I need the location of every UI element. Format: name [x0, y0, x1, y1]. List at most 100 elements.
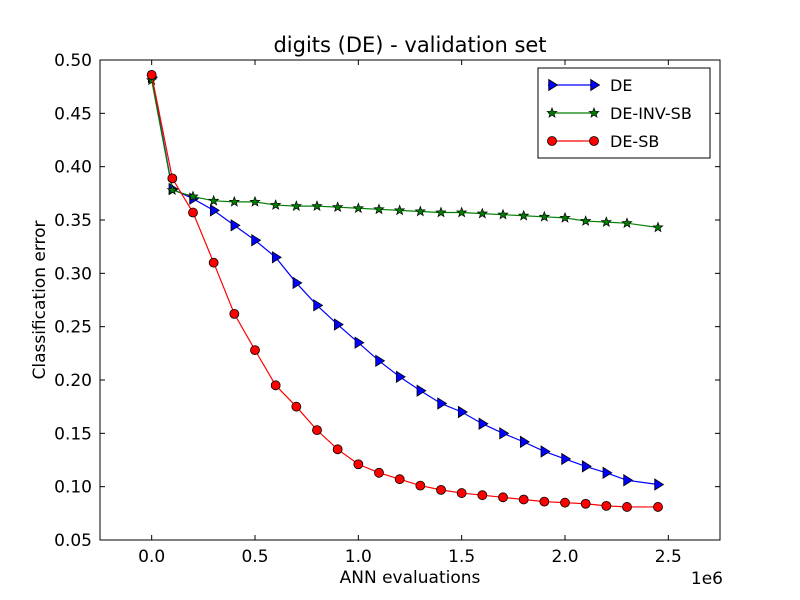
data-point-de: [457, 405, 468, 419]
data-point-de-inv-sb: [269, 199, 282, 210]
data-point-de-inv-sb: [600, 216, 613, 227]
y-tick-label: 0.40: [54, 158, 92, 178]
data-point-de: [271, 251, 282, 264]
y-tick-label: 0.35: [54, 211, 92, 231]
x-tick-label: 1.5: [448, 547, 475, 567]
y-tick-label: 0.25: [54, 318, 92, 338]
data-point-de-sb: [580, 498, 591, 509]
data-point-de-inv-sb: [652, 221, 664, 233]
data-point-de-sb: [394, 474, 405, 485]
data-point-de-sb: [518, 494, 529, 505]
data-point-de: [333, 318, 344, 331]
chart-title: digits (DE) - validation set: [273, 33, 546, 57]
data-point-de: [230, 219, 241, 232]
data-point-de-sb: [312, 425, 322, 436]
data-point-de-sb: [560, 497, 570, 508]
x-tick-label: 1.0: [345, 547, 372, 567]
x-tick-label: 0.0: [138, 547, 165, 567]
data-point-de: [623, 474, 634, 487]
data-point-de: [478, 417, 489, 430]
data-point-de: [654, 478, 665, 491]
data-point-de-sb: [270, 380, 281, 391]
data-point-de-inv-sb: [311, 200, 323, 211]
x-tick-label: 2.0: [551, 547, 578, 567]
legend-marker-de-inv-sb: [588, 106, 600, 118]
data-point-de-sb: [498, 492, 508, 503]
data-point-de-sb: [539, 496, 550, 507]
data-point-de-inv-sb: [579, 215, 592, 226]
data-point-de: [375, 354, 386, 368]
series-de: [147, 70, 665, 491]
x-tick-label: 0.5: [241, 547, 268, 567]
data-point-de-inv-sb: [414, 205, 427, 217]
data-point-de-inv-sb: [290, 200, 303, 211]
data-point-de: [437, 397, 448, 410]
data-point-de-inv-sb: [476, 207, 489, 219]
data-point-de-inv-sb: [187, 190, 199, 202]
data-point-de-sb: [146, 70, 157, 80]
y-tick-label: 0.15: [54, 424, 92, 444]
data-point-de-inv-sb: [497, 208, 509, 220]
data-point-de: [416, 384, 427, 397]
data-point-de-sb: [415, 480, 426, 491]
data-point-de: [313, 299, 324, 312]
data-point-de-inv-sb: [517, 209, 530, 221]
x-axis-multiplier: 1e6: [691, 569, 723, 589]
data-point-de-sb: [374, 467, 384, 478]
data-point-de-inv-sb: [207, 194, 220, 206]
data-point-de-sb: [291, 401, 302, 412]
data-point-de-inv-sb: [621, 217, 633, 229]
y-tick-label: 0.50: [54, 51, 92, 71]
data-point-de-inv-sb: [228, 195, 241, 207]
x-tick-label: 2.5: [655, 547, 682, 567]
plot-frame: [99, 59, 721, 541]
y-axis-label: Classification error: [30, 220, 50, 379]
data-point-de-sb: [332, 444, 343, 455]
data-point-de-sb: [353, 459, 364, 470]
y-tick-label: 0.05: [54, 531, 92, 551]
data-point-de: [581, 460, 592, 473]
data-point-de: [499, 427, 510, 440]
data-point-de: [209, 204, 220, 217]
data-point-de: [354, 336, 365, 349]
data-point-de-sb: [167, 173, 178, 184]
data-point-de-inv-sb: [331, 201, 344, 213]
data-point-de-inv-sb: [373, 203, 385, 215]
legend-marker-de: [548, 78, 559, 92]
data-point-de: [519, 435, 530, 449]
y-tick-label: 0.20: [54, 371, 92, 391]
y-tick-label: 0.45: [54, 104, 92, 124]
legend-label-de-sb: DE-SB: [610, 132, 659, 151]
data-point-de-sb: [601, 500, 612, 511]
y-tick-label: 0.10: [54, 478, 92, 498]
legend-label-de-inv-sb: DE-INV-SB: [610, 104, 692, 123]
data-point-de-inv-sb: [249, 195, 261, 207]
data-point-de-sb: [456, 488, 467, 498]
data-point-de: [540, 445, 551, 458]
data-point-de: [561, 452, 572, 466]
legend-marker-de-sb: [547, 136, 557, 146]
legend-marker-de-sb: [589, 136, 599, 146]
data-point-de-sb: [653, 502, 663, 512]
legend-marker-de-inv-sb: [546, 106, 558, 118]
data-point-de-inv-sb: [435, 206, 447, 218]
x-axis-label: ANN evaluations: [340, 568, 481, 588]
data-point-de-sb: [250, 345, 260, 356]
legend-marker-de: [590, 78, 601, 92]
axis-ticks: 0.0 0.5 1.0 1.5 2.0 2.5 0.05 0.10 0.15 0.20 0.25 0.…: [54, 51, 720, 567]
series-de-sb: [146, 70, 663, 512]
data-point-de-inv-sb: [393, 204, 406, 216]
legend: DE DE-INV-SB DE-SB: [537, 67, 711, 159]
series-layer: [145, 70, 665, 512]
data-point-de-sb: [436, 484, 446, 495]
data-point-de-sb: [229, 308, 240, 319]
data-point-de-inv-sb: [166, 184, 179, 195]
data-point-de-inv-sb: [352, 202, 365, 214]
data-point-de-inv-sb: [455, 206, 468, 218]
data-point-de-inv-sb: [559, 211, 571, 223]
data-point-de-sb: [208, 257, 219, 268]
data-point-de: [292, 276, 303, 290]
data-point-de-inv-sb: [538, 210, 551, 222]
data-point-de: [395, 370, 406, 384]
